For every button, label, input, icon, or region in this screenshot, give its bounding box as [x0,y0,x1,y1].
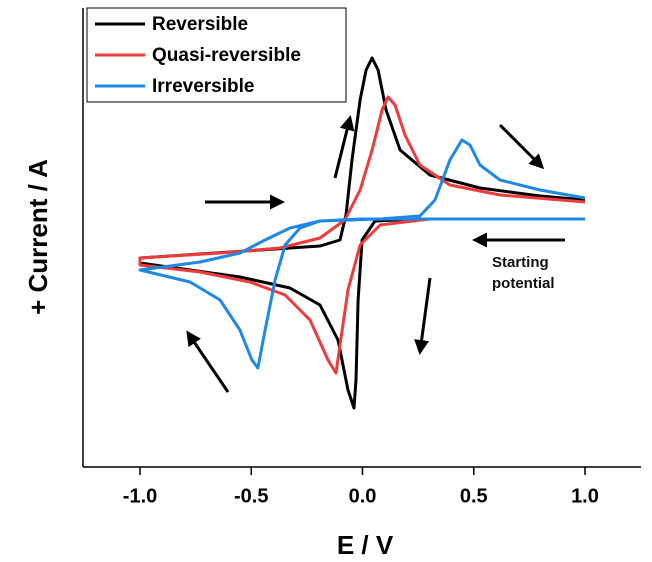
arrow [333,115,355,179]
line-series [138,56,586,410]
legend-label: Reversible [152,14,248,35]
x-tick-label: -0.5 [234,485,268,507]
x-tick-label: 0.5 [460,485,488,507]
arrows [186,115,565,393]
x-axis-title: E / V [337,530,394,560]
y-axis-title: + Current / A [23,159,53,315]
legend-label: Quasi-reversible [152,45,301,66]
line-series [138,138,586,370]
curves [138,56,586,410]
line-series [138,95,586,375]
x-tick-label: -1.0 [123,485,157,507]
annotation: Starting potential [492,254,555,292]
x-tick-label: 0.0 [349,485,377,507]
arrow [186,330,230,393]
arrow [414,277,432,355]
x-tick-label: 1.0 [571,485,599,507]
arrow [498,123,545,170]
legend-label: Irreversible [152,76,254,97]
